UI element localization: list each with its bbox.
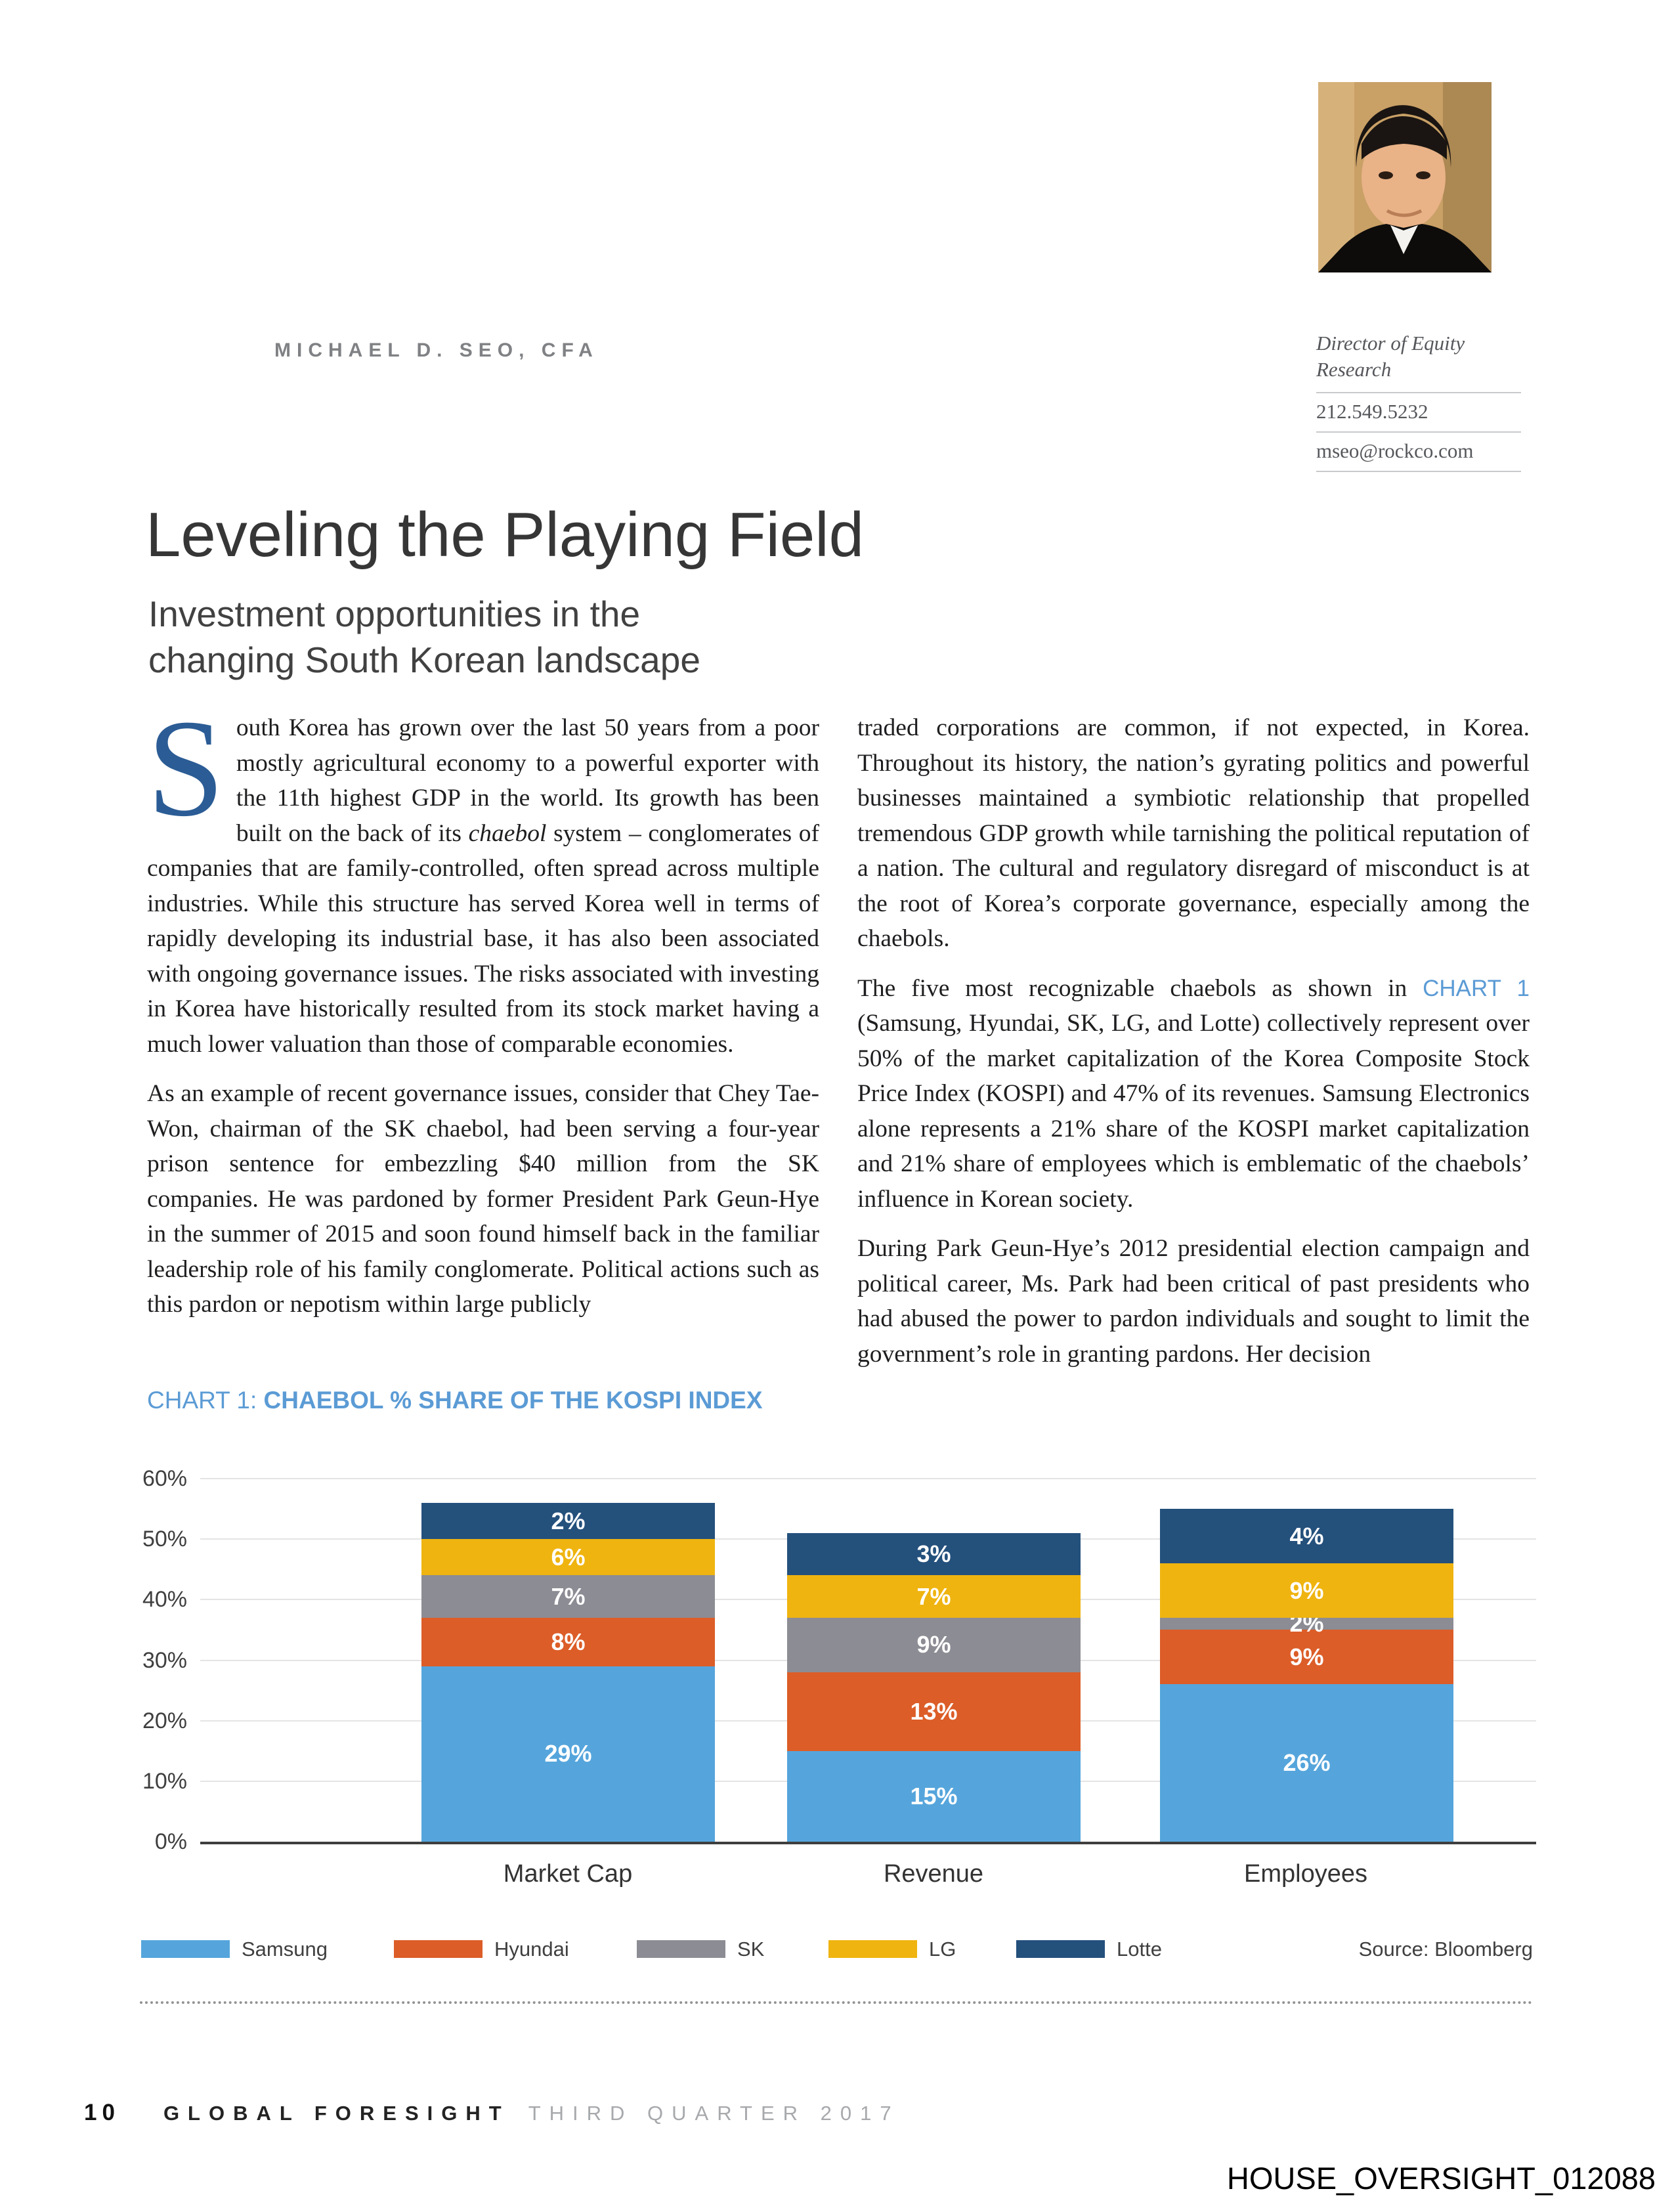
header-rule-corner	[197, 299, 208, 370]
segment-value-label: 7%	[551, 1582, 586, 1610]
header-rule	[197, 299, 1533, 310]
issue-label: THIRD QUARTER 2017	[528, 2102, 900, 2125]
segment-value-label: 4%	[1289, 1522, 1324, 1550]
segment-value-label: 6%	[551, 1543, 586, 1571]
legend-label-sk: SK	[737, 1938, 765, 1961]
legend-swatch-lotte	[1016, 1940, 1105, 1958]
legend-label-hyundai: Hyundai	[494, 1938, 569, 1961]
segment-value-label: 2%	[551, 1507, 586, 1534]
segment-hyundai-revenue: 13%	[787, 1672, 1081, 1751]
document-id-watermark: HOUSE_OVERSIGHT_012088	[1226, 2161, 1656, 2196]
segment-hyundai-market-cap: 8%	[421, 1618, 715, 1666]
chart-1-reference-link[interactable]: CHART 1	[1423, 975, 1530, 1001]
author-email[interactable]: mseo@rockco.com	[1316, 433, 1521, 472]
author-phone: 212.549.5232	[1316, 393, 1521, 433]
author-role: Director of Equity Research	[1316, 330, 1521, 393]
legend-swatch-hyundai	[394, 1940, 483, 1958]
x-axis-label-market-cap: Market Cap	[503, 1860, 633, 1888]
segment-lotte-revenue: 3%	[787, 1532, 1081, 1576]
paragraph-3: traded corporations are common, if not e…	[857, 714, 1530, 952]
segment-value-label: 9%	[1289, 1576, 1324, 1604]
author-name: MICHAEL D. SEO, CFA	[274, 339, 599, 361]
paragraph-2: As an example of recent governance issue…	[147, 1080, 819, 1318]
segment-sk-revenue: 9%	[787, 1618, 1081, 1672]
y-axis-tick-40%: 40%	[142, 1587, 187, 1613]
x-axis-label-employees: Employees	[1244, 1860, 1367, 1888]
author-photo	[1318, 82, 1492, 272]
segment-lotte-employees: 4%	[1160, 1509, 1453, 1564]
segment-samsung-market-cap: 29%	[421, 1666, 715, 1842]
segment-samsung-revenue: 15%	[787, 1750, 1081, 1842]
segment-value-label: 15%	[910, 1782, 958, 1810]
chart-plot-area: 29% 8% 7% 6% 2% 15% 13% 9% 7% 3% 26% 9% 2% 9% 4%	[200, 1478, 1536, 1844]
y-axis-tick-0%: 0%	[154, 1829, 187, 1854]
y-axis-tick-60%: 60%	[142, 1466, 187, 1491]
drop-cap: S	[147, 691, 225, 845]
author-photo-illustration	[1318, 82, 1492, 272]
legend-label-lotte: Lotte	[1117, 1938, 1162, 1961]
y-axis-tick-20%: 20%	[142, 1708, 187, 1733]
y-axis-tick-10%: 10%	[142, 1768, 187, 1794]
segment-value-label: 13%	[910, 1697, 958, 1725]
segment-hyundai-employees: 9%	[1160, 1630, 1453, 1685]
segment-value-label: 9%	[1289, 1643, 1324, 1670]
footer: 10 GLOBAL FORESIGHT THIRD QUARTER 2017	[84, 2100, 900, 2126]
segment-value-label: 9%	[916, 1631, 951, 1659]
segment-value-label: 8%	[551, 1628, 586, 1655]
gridline-60%	[200, 1478, 1536, 1479]
legend-label-samsung: Samsung	[242, 1938, 328, 1961]
legend-swatch-samsung	[141, 1940, 230, 1958]
segment-samsung-employees: 26%	[1160, 1684, 1453, 1842]
segment-lotte-market-cap: 2%	[421, 1502, 715, 1540]
segment-value-label: 26%	[1283, 1749, 1331, 1777]
segment-sk-employees: 2%	[1160, 1610, 1453, 1637]
publication-name: GLOBAL FORESIGHT	[163, 2102, 510, 2125]
segment-value-label: 7%	[916, 1582, 951, 1610]
segment-lg-revenue: 7%	[787, 1575, 1081, 1618]
page-subtitle: Investment opportunities in the changing…	[148, 594, 700, 680]
y-axis-tick-50%: 50%	[142, 1527, 187, 1552]
segment-value-label: 3%	[916, 1540, 951, 1568]
segment-value-label: 29%	[544, 1740, 592, 1767]
paragraph-4: The five most recognizable chaebols as s…	[857, 974, 1530, 1213]
chart-title: CHART 1: CHAEBOL % SHARE OF THE KOSPI IN…	[147, 1387, 763, 1414]
dotted-separator	[140, 2001, 1533, 2004]
chart-source: Source: Bloomberg	[1358, 1938, 1533, 1961]
page-number: 10	[84, 2100, 120, 2125]
legend-swatch-sk	[637, 1940, 725, 1958]
segment-lg-market-cap: 6%	[421, 1539, 715, 1576]
segment-sk-market-cap: 7%	[421, 1575, 715, 1618]
article-column-right: traded corporations are common, if not e…	[857, 710, 1530, 1386]
paragraph-5: During Park Geun-Hye’s 2012 presidential…	[857, 1235, 1530, 1368]
legend-swatch-lg	[828, 1940, 917, 1958]
x-axis-label-revenue: Revenue	[883, 1860, 984, 1888]
legend-label-lg: LG	[929, 1938, 956, 1961]
contact-block: Director of Equity Research 212.549.5232…	[1316, 330, 1521, 472]
segment-lg-employees: 9%	[1160, 1563, 1453, 1618]
y-axis-tick-30%: 30%	[142, 1647, 187, 1673]
page-title: Leveling the Playing Field	[146, 500, 865, 570]
